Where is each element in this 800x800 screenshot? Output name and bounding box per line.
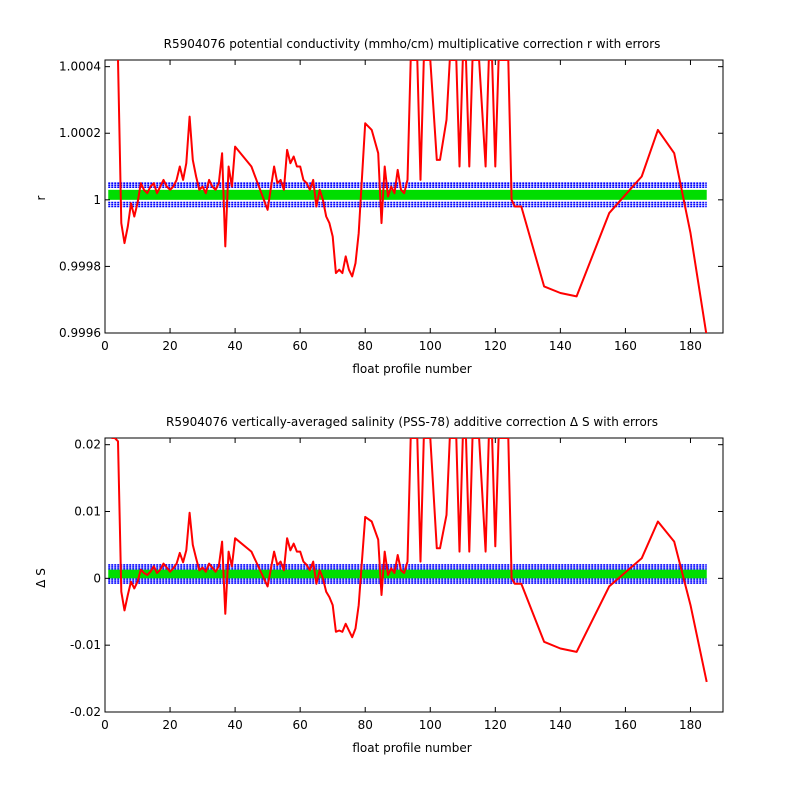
x-tick-label: 0 <box>101 339 109 353</box>
x-axis-ticks: 0 20 40 60 80 100 120 140 160 180 <box>101 438 702 732</box>
x-tick-label: 0 <box>101 718 109 732</box>
x-tick-label: 40 <box>227 718 242 732</box>
series-line <box>111 438 708 683</box>
band-fill <box>108 189 707 200</box>
y-axis-label: Δ S <box>34 568 48 588</box>
error-band-inner <box>108 569 707 579</box>
x-tick-label: 60 <box>293 339 308 353</box>
x-tick-label: 160 <box>614 718 637 732</box>
y-axis-label: r <box>34 195 48 200</box>
chart-conductivity: R5904076 potential conductivity (mmho/cm… <box>34 37 724 376</box>
x-axis-label: float profile number <box>352 362 471 376</box>
error-band-inner <box>108 189 707 200</box>
y-tick-label: 1.0002 <box>59 126 101 140</box>
x-tick-label: 100 <box>419 339 442 353</box>
x-axis-ticks: 0 20 40 60 80 100 120 140 160 180 <box>101 60 702 353</box>
y-tick-label: 1.0004 <box>59 60 101 74</box>
y-axis-ticks: 0.9996 0.9998 1 1.0002 1.0004 <box>59 60 723 340</box>
x-tick-label: 80 <box>358 718 373 732</box>
error-bands <box>108 182 707 208</box>
x-tick-label: 20 <box>162 718 177 732</box>
x-tick-label: 60 <box>293 718 308 732</box>
y-tick-label: 0 <box>93 571 101 585</box>
x-tick-label: 140 <box>549 339 572 353</box>
y-tick-label: 0.01 <box>74 505 101 519</box>
x-axis-label: float profile number <box>352 741 471 755</box>
y-tick-label: 0.02 <box>74 438 101 452</box>
x-tick-label: 40 <box>227 339 242 353</box>
x-tick-label: 160 <box>614 339 637 353</box>
x-tick-label: 180 <box>679 718 702 732</box>
series-line <box>117 60 708 333</box>
plot-area: 0 20 40 60 80 100 120 140 160 180 0.9996 0.9998 1 1.0… <box>59 59 724 353</box>
x-tick-label: 20 <box>162 339 177 353</box>
x-tick-label: 100 <box>419 718 442 732</box>
y-tick-label: -0.02 <box>70 705 101 719</box>
x-tick-label: 120 <box>484 339 507 353</box>
y-tick-label: -0.01 <box>70 638 101 652</box>
chart-title: R5904076 vertically-averaged salinity (P… <box>166 415 658 429</box>
plot-area: 0 20 40 60 80 100 120 140 160 180-0.02-0.0100.010… <box>70 437 724 732</box>
y-tick-label: 0.9998 <box>59 259 101 273</box>
y-tick-label: 1 <box>93 193 101 207</box>
chart-salinity: R5904076 vertically-averaged salinity (P… <box>34 415 724 755</box>
chart-title: R5904076 potential conductivity (mmho/cm… <box>164 37 661 51</box>
x-tick-label: 180 <box>679 339 702 353</box>
band-fill <box>108 569 707 579</box>
y-tick-label: 0.9996 <box>59 326 101 340</box>
x-tick-label: 80 <box>358 339 373 353</box>
y-axis-ticks: -0.02 -0.01 0 0.01 0.02 <box>70 438 723 719</box>
x-tick-label: 140 <box>549 718 572 732</box>
x-tick-label: 120 <box>484 718 507 732</box>
